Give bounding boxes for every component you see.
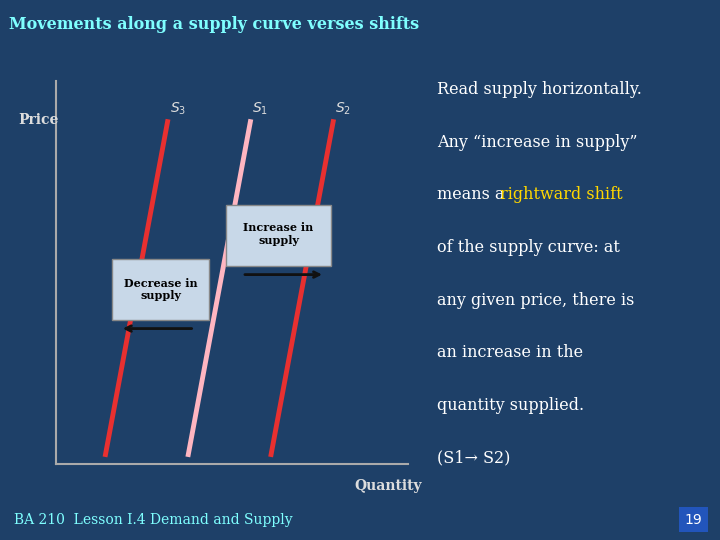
Text: of the supply curve: at: of the supply curve: at [437,239,620,256]
Text: quantity supplied.: quantity supplied. [437,397,584,414]
Text: 19: 19 [684,513,702,526]
Text: $S_2$: $S_2$ [336,101,351,117]
Text: (S1→ S2): (S1→ S2) [437,450,510,467]
Text: Movements along a supply curve verses shifts: Movements along a supply curve verses sh… [9,16,419,33]
FancyBboxPatch shape [225,205,331,266]
Text: Read supply horizontally.: Read supply horizontally. [437,81,642,98]
Text: $S_3$: $S_3$ [170,101,186,117]
Text: Quantity: Quantity [354,479,421,493]
Text: $S_1$: $S_1$ [253,101,269,117]
Text: Decrease in
supply: Decrease in supply [124,278,197,301]
Text: rightward shift: rightward shift [500,186,623,204]
Text: means a: means a [437,186,510,204]
FancyBboxPatch shape [112,259,209,320]
Text: BA 210  Lesson I.4 Demand and Supply: BA 210 Lesson I.4 Demand and Supply [14,513,293,526]
Text: Any “increase in supply”: Any “increase in supply” [437,134,638,151]
Text: any given price, there is: any given price, there is [437,292,634,309]
Text: an increase in the: an increase in the [437,345,583,361]
Text: Price: Price [19,113,59,127]
Text: Increase in
supply: Increase in supply [243,222,314,246]
